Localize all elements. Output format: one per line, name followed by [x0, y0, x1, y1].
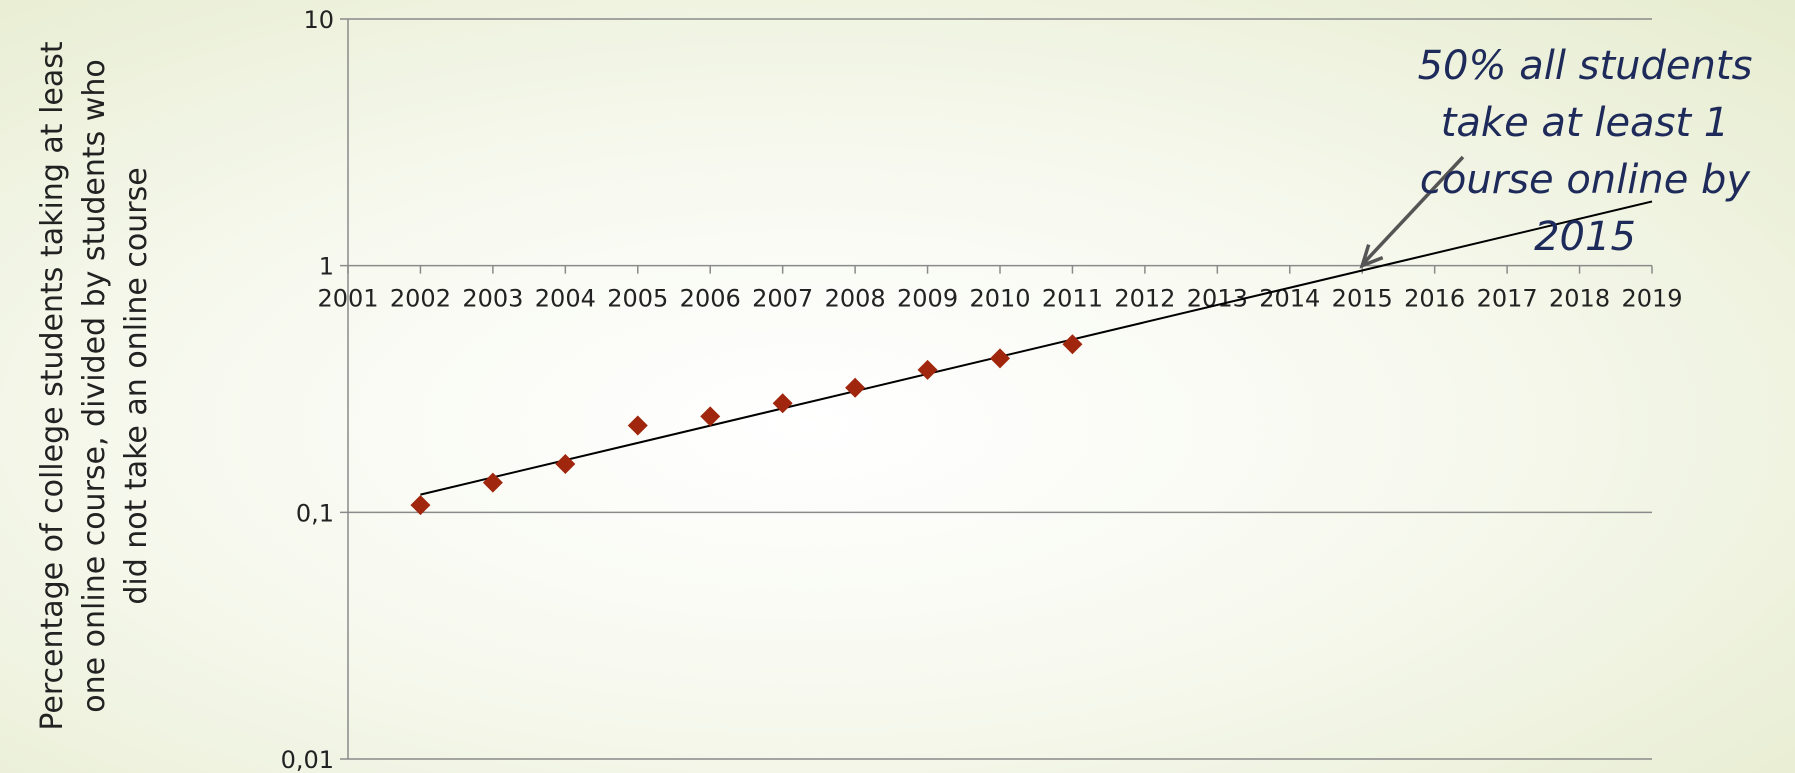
y-tick-label: 0,1 — [296, 499, 334, 527]
data-point — [990, 348, 1010, 369]
x-tick-label: 2016 — [1404, 285, 1465, 313]
x-tick-label: 2006 — [680, 285, 741, 313]
x-tick-label: 2002 — [390, 285, 451, 313]
data-point — [1062, 334, 1083, 355]
y-tick-label: 1 — [319, 253, 334, 281]
x-tick-label: 2013 — [1187, 285, 1248, 313]
data-point — [410, 495, 431, 516]
x-tick-label: 2019 — [1621, 285, 1682, 313]
data-point — [627, 415, 648, 436]
data-point — [917, 359, 938, 380]
x-tick-label: 2015 — [1332, 285, 1393, 313]
annotation-arrowhead — [1359, 244, 1384, 269]
y-tick-label: 0,01 — [281, 746, 334, 773]
x-tick-label: 2007 — [752, 285, 813, 313]
x-tick-label: 2001 — [317, 285, 378, 313]
x-tick-label: 2010 — [969, 285, 1030, 313]
data-point — [772, 393, 793, 414]
x-tick-label: 2017 — [1477, 285, 1538, 313]
data-point — [845, 377, 866, 398]
x-tick-label: 2009 — [897, 285, 958, 313]
annotation-text: 50% all students take at least 1 course … — [1417, 43, 1753, 260]
data-point — [700, 406, 721, 427]
data-point — [482, 472, 503, 493]
annotation-arrow — [1360, 155, 1465, 266]
x-tick-label: 2018 — [1549, 285, 1610, 313]
x-tick-label: 2003 — [462, 285, 523, 313]
x-tick-label: 2011 — [1042, 285, 1103, 313]
y-tick-label: 10 — [303, 6, 334, 34]
x-tick-label: 2004 — [535, 285, 596, 313]
x-tick-label: 2005 — [607, 285, 668, 313]
trendline — [420, 200, 1653, 496]
data-point — [555, 454, 576, 475]
x-tick-label: 2012 — [1114, 285, 1175, 313]
x-tick-label: 2008 — [825, 285, 886, 313]
x-tick-label: 2014 — [1259, 285, 1320, 313]
